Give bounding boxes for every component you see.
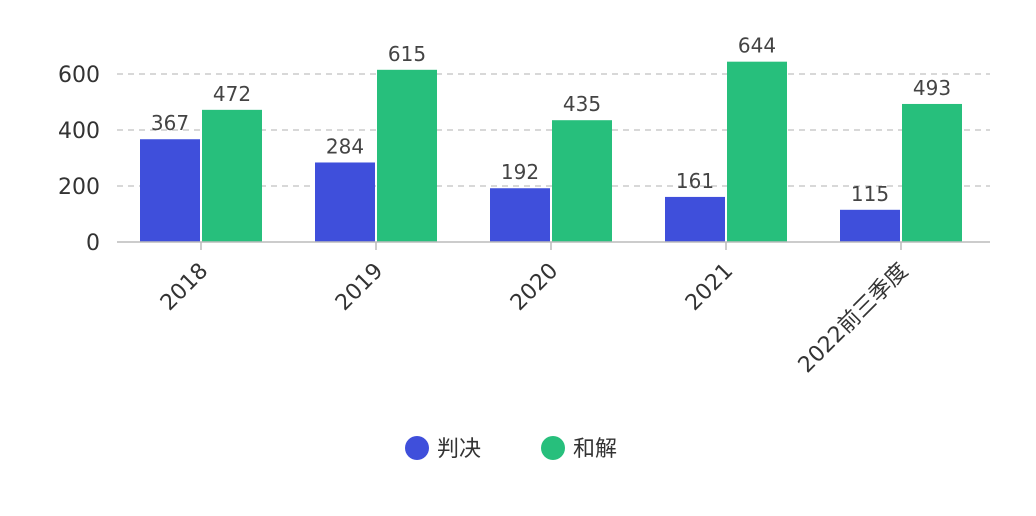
bar-judgment-4 xyxy=(840,209,900,242)
x-tick-label: 2022前三季度 xyxy=(794,259,914,379)
y-tick-label: 400 xyxy=(58,119,100,144)
data-label: 644 xyxy=(738,34,776,58)
bar-judgment-2 xyxy=(490,188,550,242)
data-label: 615 xyxy=(388,42,426,66)
y-tick-label: 0 xyxy=(86,231,100,256)
bars xyxy=(140,61,962,243)
bar-settlement-1 xyxy=(377,69,437,242)
legend-label: 和解 xyxy=(573,437,617,462)
bar-settlement-0 xyxy=(202,109,262,242)
data-label: 367 xyxy=(151,111,189,135)
x-axis-tick-labels: 2018 2019 2020 2021 2022前三季度 xyxy=(156,242,913,378)
data-label: 472 xyxy=(213,82,251,106)
data-label: 493 xyxy=(913,76,951,100)
x-tick-label: 2018 xyxy=(156,259,213,316)
bar-judgment-1 xyxy=(315,162,375,242)
legend-marker xyxy=(405,436,429,460)
legend: 判决 和解 xyxy=(405,436,617,462)
data-labels: 367 472 284 615 192 435 161 644 115 493 xyxy=(151,34,951,206)
legend-label: 判决 xyxy=(437,437,481,462)
bar-judgment-3 xyxy=(665,196,725,242)
bar-settlement-3 xyxy=(727,61,787,243)
data-label: 284 xyxy=(326,134,364,158)
legend-marker xyxy=(541,436,565,460)
bar-judgment-0 xyxy=(140,139,200,242)
bar-settlement-4 xyxy=(902,103,962,243)
data-label: 192 xyxy=(501,160,539,184)
data-label: 115 xyxy=(851,182,889,206)
data-label: 161 xyxy=(676,169,714,193)
y-axis-tick-labels: 0 200 400 600 xyxy=(58,63,100,256)
x-tick-label: 2019 xyxy=(331,259,388,316)
data-label: 435 xyxy=(563,92,601,116)
y-tick-label: 200 xyxy=(58,175,100,200)
gridlines xyxy=(117,73,990,187)
y-tick-label: 600 xyxy=(58,63,100,88)
x-tick-label: 2020 xyxy=(506,259,563,316)
bar-settlement-2 xyxy=(552,120,612,242)
x-tick-label: 2021 xyxy=(681,259,738,316)
